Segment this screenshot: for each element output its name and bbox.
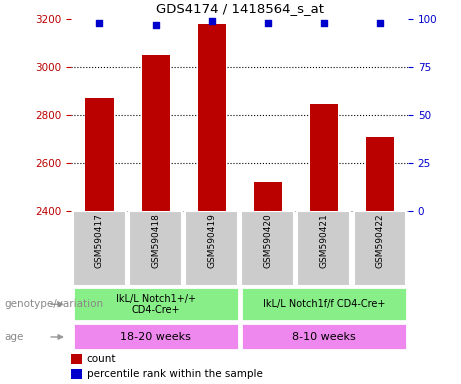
Point	[376, 20, 384, 26]
Text: GSM590418: GSM590418	[151, 214, 160, 268]
Point	[320, 20, 327, 26]
Bar	[254, 182, 282, 211]
Text: GSM590419: GSM590419	[207, 214, 216, 268]
Bar	[198, 24, 226, 211]
Text: GSM590422: GSM590422	[375, 214, 384, 268]
Text: age: age	[5, 332, 24, 342]
Text: IkL/L Notch1+/+
CD4-Cre+: IkL/L Notch1+/+ CD4-Cre+	[116, 293, 195, 315]
Text: 18-20 weeks: 18-20 weeks	[120, 332, 191, 342]
Bar	[71, 369, 82, 379]
Text: genotype/variation: genotype/variation	[5, 299, 104, 310]
Bar	[297, 211, 350, 286]
Bar	[354, 211, 406, 286]
Text: GSM590420: GSM590420	[263, 214, 272, 268]
Text: GSM590417: GSM590417	[95, 214, 104, 268]
Bar	[72, 287, 239, 321]
Text: GSM590421: GSM590421	[319, 214, 328, 268]
Point	[264, 20, 272, 26]
Bar	[310, 104, 338, 211]
Point	[152, 22, 160, 28]
Bar	[241, 287, 407, 321]
Text: count: count	[87, 354, 116, 364]
Bar	[185, 211, 238, 286]
Bar	[242, 211, 294, 286]
Bar	[73, 211, 126, 286]
Bar	[72, 323, 239, 351]
Point	[208, 18, 215, 24]
Bar	[366, 137, 394, 211]
Text: percentile rank within the sample: percentile rank within the sample	[87, 369, 262, 379]
Bar	[85, 98, 113, 211]
Bar	[71, 354, 82, 364]
Text: 8-10 weeks: 8-10 weeks	[292, 332, 356, 342]
Bar	[142, 55, 170, 211]
Title: GDS4174 / 1418564_s_at: GDS4174 / 1418564_s_at	[156, 2, 324, 15]
Bar	[241, 323, 407, 351]
Point	[96, 20, 103, 26]
Bar	[129, 211, 182, 286]
Text: IkL/L Notch1f/f CD4-Cre+: IkL/L Notch1f/f CD4-Cre+	[263, 299, 385, 310]
